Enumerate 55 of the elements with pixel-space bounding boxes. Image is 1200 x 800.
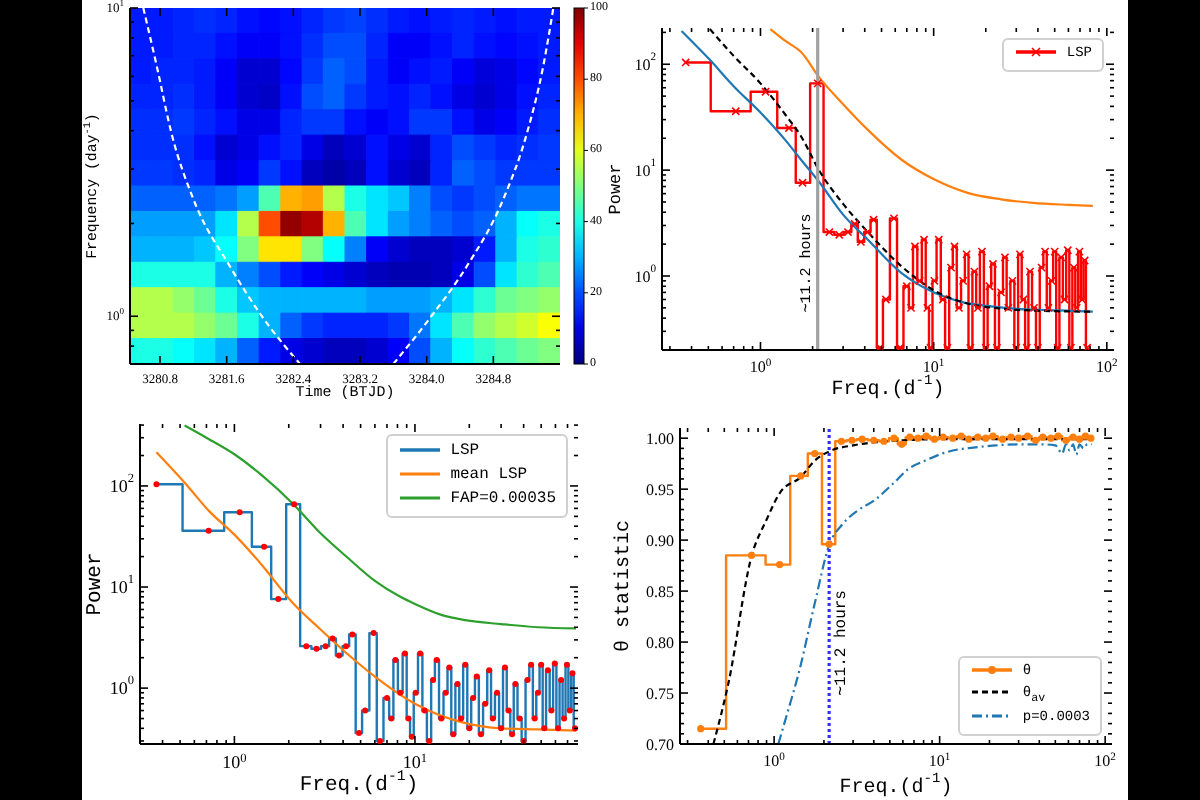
- x-tick-label: 10$^{0}$: [763, 752, 786, 770]
- point: [922, 432, 930, 440]
- point: [939, 433, 947, 441]
- y-tick-label: 10$^{2}$: [109, 471, 134, 496]
- y-tick-label: 10$^{1}$: [109, 573, 134, 598]
- point: [989, 432, 997, 440]
- y-tick-label: 10$^{0}$: [634, 264, 657, 285]
- y-tick-label: 0.80: [646, 633, 674, 652]
- y-tick-label: 10$^{1}$: [634, 158, 657, 180]
- legend-label: LSP: [450, 442, 480, 460]
- point: [930, 435, 939, 443]
- point: [1007, 433, 1015, 441]
- point: [870, 436, 878, 444]
- y-axis-title: Power: [606, 163, 626, 215]
- x-axis-title: Freq.(d$^{-1}$): [299, 770, 419, 798]
- x-axis-title: Freq.(d$^{-1}$): [831, 374, 945, 401]
- x-tick-label: 10$^{1}$: [928, 752, 951, 770]
- point: [1039, 433, 1047, 441]
- y-tick-label: 0.95: [646, 480, 674, 499]
- y-tick-label: 10$^{0}$: [109, 674, 134, 699]
- point: [965, 435, 973, 443]
- point: [898, 440, 906, 448]
- point: [880, 437, 888, 445]
- legend-label: mean LSP: [450, 466, 528, 484]
- point: [974, 433, 982, 441]
- x-axis-title: Freq.(d$^{-1}$): [839, 772, 953, 799]
- x-tick-label: 10$^{1}$: [402, 751, 428, 772]
- x-tick-label: 10$^{0}$: [749, 358, 772, 376]
- y-tick-label: 1.00: [646, 429, 674, 448]
- point: [1054, 432, 1062, 440]
- y-tick-label: 0.70: [646, 735, 674, 753]
- ref-line-label: ∼11.2 hours: [832, 589, 851, 696]
- legend-label: FAP=0.00035: [450, 490, 556, 508]
- point: [1015, 434, 1023, 442]
- point: [1047, 434, 1055, 442]
- x-tick-label: 10$^{1}$: [922, 358, 945, 376]
- y-tick-label: 10$^{2}$: [634, 52, 657, 74]
- x-tick-label: 10$^{0}$: [222, 751, 247, 772]
- point: [949, 434, 957, 442]
- point: [982, 434, 990, 442]
- point: [1032, 436, 1040, 444]
- point: [890, 434, 898, 442]
- y-tick-label: 0.90: [646, 531, 674, 550]
- point: [957, 432, 965, 440]
- point: [998, 435, 1007, 443]
- y-axis-title: Power: [84, 552, 108, 616]
- y-tick-label: 0.85: [646, 582, 674, 601]
- point: [1062, 436, 1070, 444]
- x-tick-label: 10$^{2}$: [1096, 358, 1119, 376]
- point: [914, 434, 922, 442]
- point: [1024, 432, 1032, 440]
- y-axis-title: θ statistic: [611, 519, 635, 653]
- point: [906, 433, 914, 441]
- y-tick-label: 0.75: [646, 684, 674, 703]
- x-tick-label: 10$^{2}$: [1094, 752, 1117, 770]
